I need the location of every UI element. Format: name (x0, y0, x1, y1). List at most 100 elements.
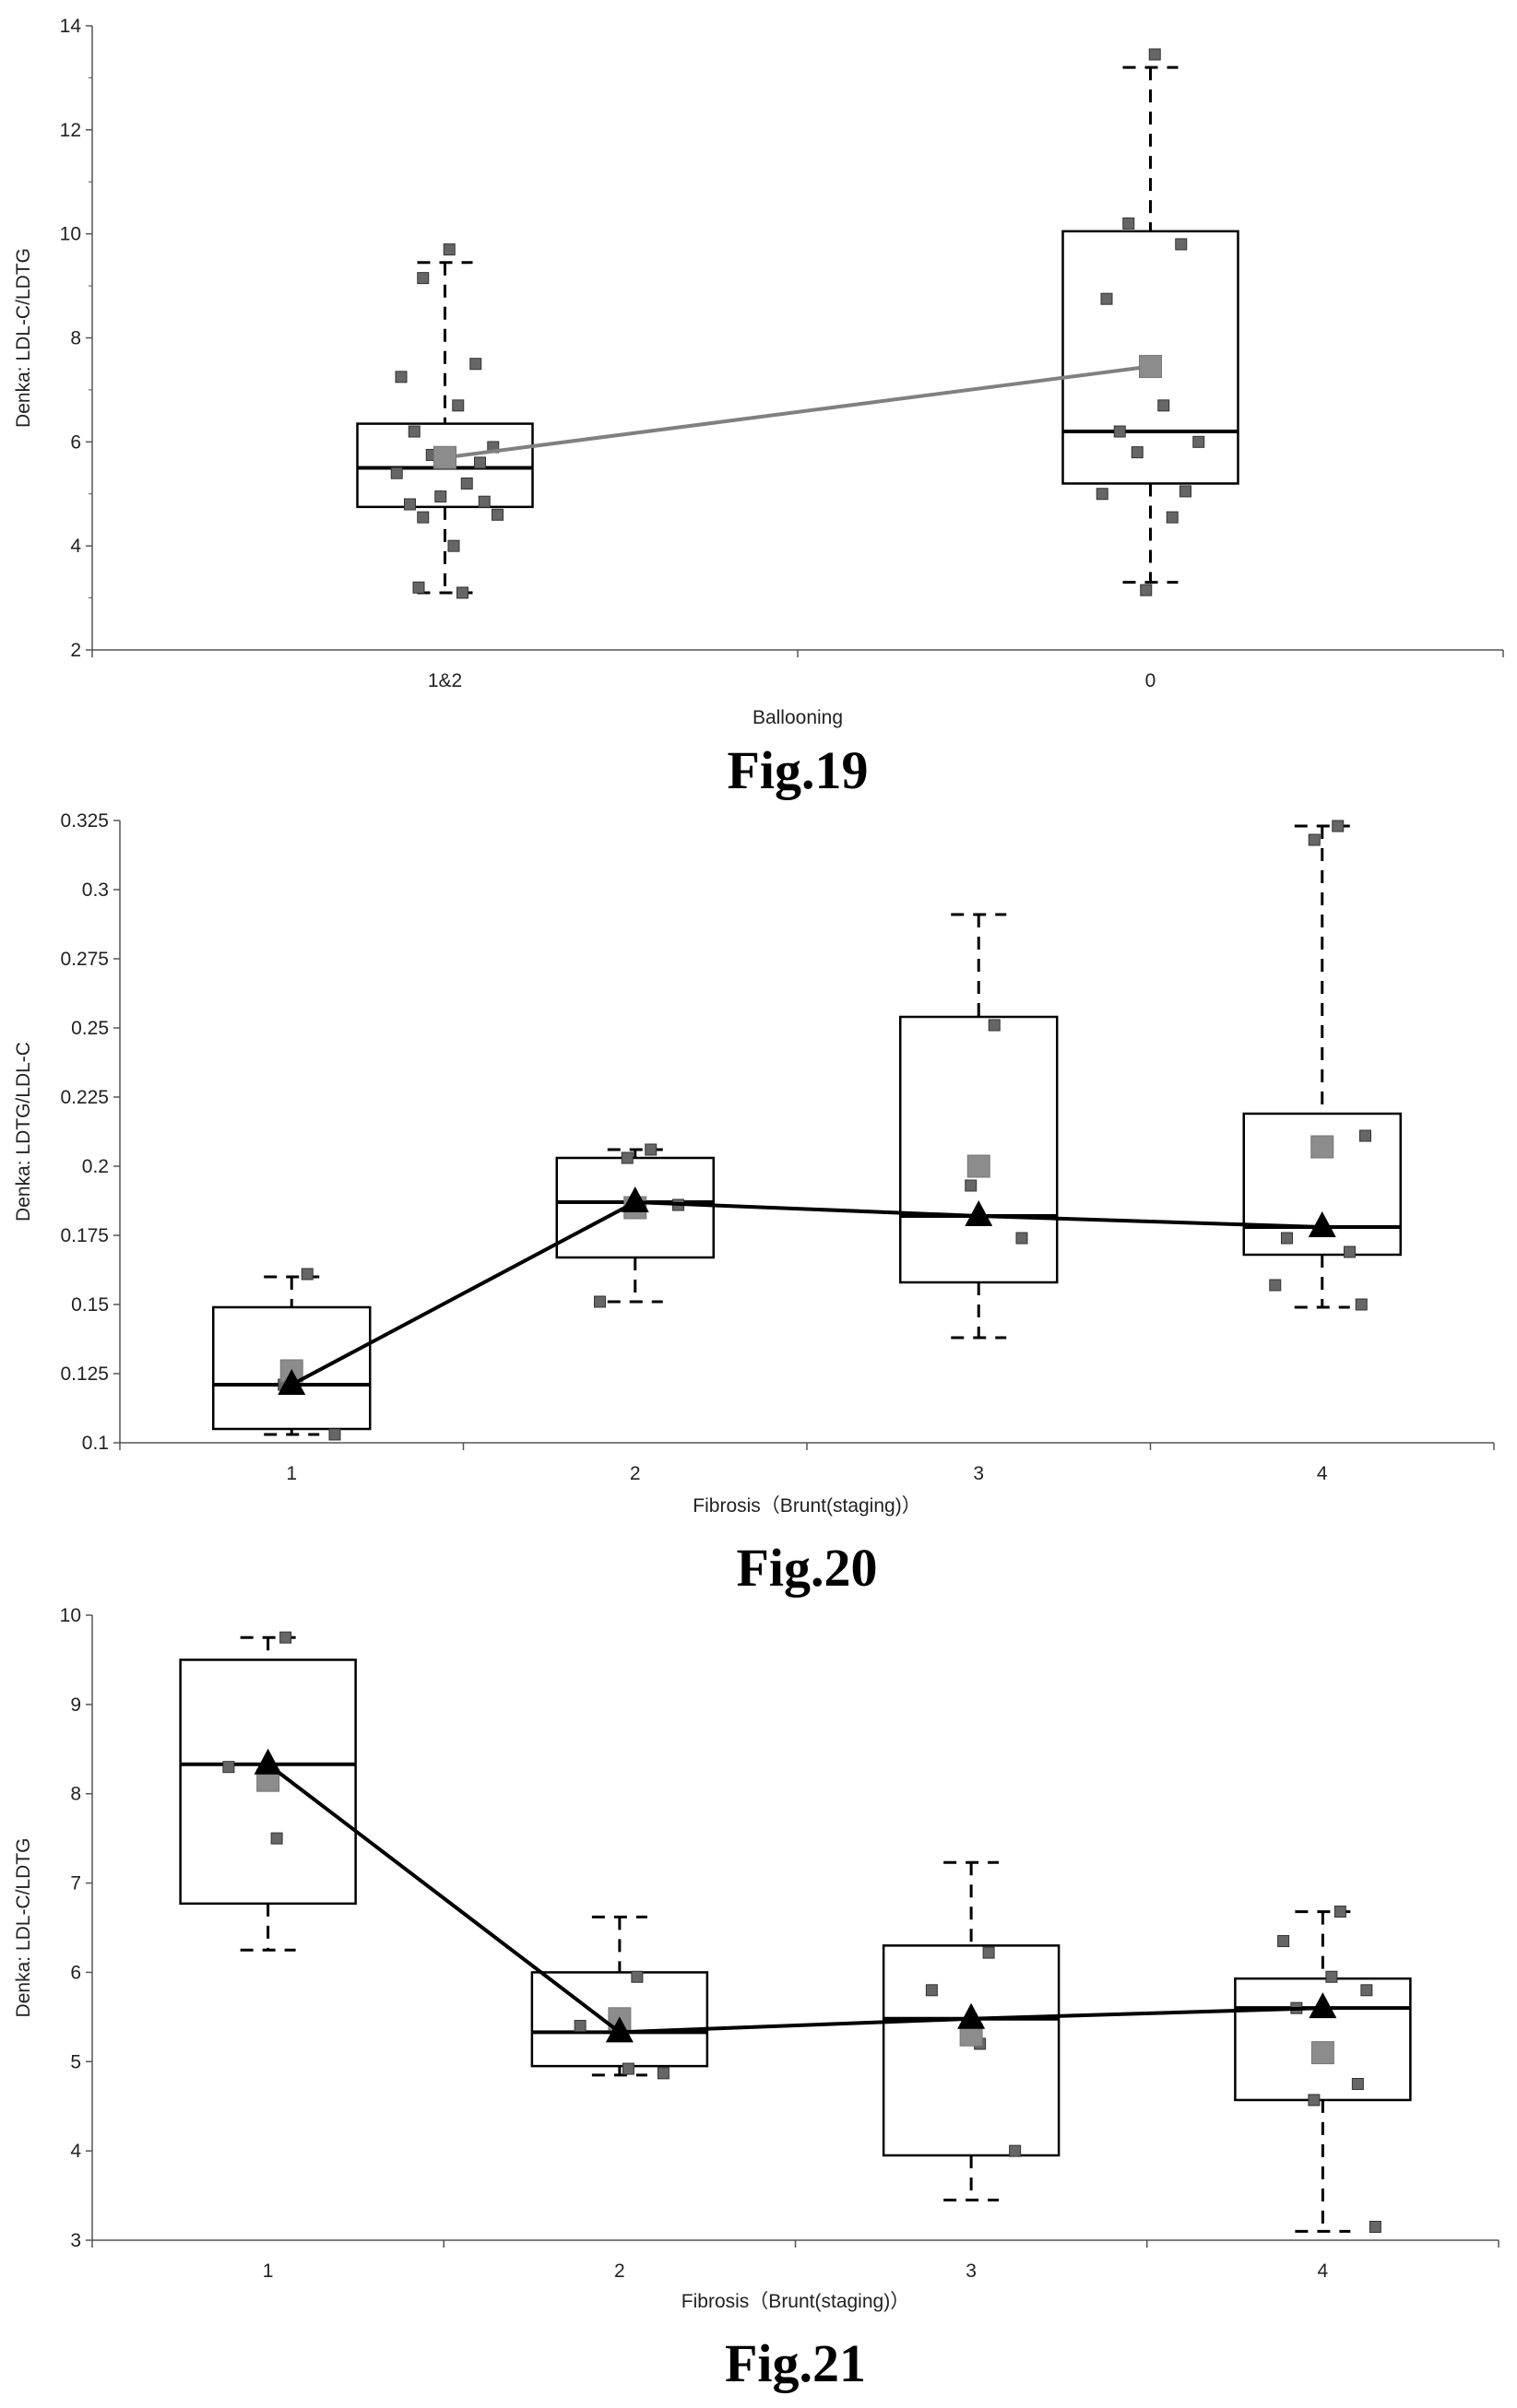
data-point (328, 1428, 341, 1441)
y-tick-label: 8 (70, 1784, 81, 1805)
data-point (982, 1946, 995, 1959)
mean-marker (1139, 355, 1162, 379)
x-tick-label: 0 (1145, 670, 1156, 691)
y-axis-title: Denka: LDL-C/LDTG (13, 1838, 34, 2018)
median-trend-line (267, 1763, 1323, 2035)
x-tick-label: 4 (1318, 2260, 1329, 2282)
data-point (1308, 833, 1321, 846)
y-tick-label: 0.275 (60, 949, 109, 970)
data-point (1140, 584, 1153, 596)
y-tick-label: 12 (60, 120, 81, 141)
box-iqr (555, 1156, 715, 1259)
data-point (645, 1143, 658, 1156)
data-point (1332, 820, 1345, 832)
data-point (1009, 2144, 1022, 2157)
box-iqr (882, 1944, 1061, 2157)
data-point (456, 586, 468, 599)
chart-21: 3 4 5 6 7 8 9 10 1 2 3 4 Fibrosis（Brunt(staging)） Den… (13, 1605, 1499, 2393)
y-tick-label: 10 (60, 224, 81, 245)
box-iqr (530, 1971, 709, 2068)
box-iqr (1061, 230, 1239, 485)
data-point (1269, 1279, 1282, 1292)
data-point (1113, 425, 1126, 438)
data-point (1325, 1970, 1338, 1983)
box-iqr (1242, 1112, 1402, 1257)
y-tick-label: 0.175 (60, 1225, 109, 1246)
y-tick-label: 0.1 (82, 1433, 109, 1454)
data-point (1015, 1232, 1028, 1245)
y-tick-label: 6 (70, 431, 81, 453)
median-triangle-marker (957, 2002, 986, 2029)
box-2 (1061, 65, 1239, 584)
data-point (222, 1761, 235, 1774)
data-point (1122, 217, 1135, 230)
box-2 (530, 1915, 709, 2077)
data-point (657, 2067, 670, 2080)
mean-marker (1310, 2041, 1334, 2065)
y-tick-label: 0.25 (71, 1018, 109, 1039)
x-tick-label: 3 (973, 1463, 984, 1484)
data-point (469, 358, 482, 371)
data-point (270, 1832, 283, 1845)
y-axis-title: Denka: LDL-C/LDTG (13, 248, 34, 428)
y-tick-label: 5 (70, 2051, 81, 2072)
data-point (301, 1268, 314, 1281)
median-triangle-marker (605, 2016, 634, 2043)
y-axis-title: Denka: LDTG/LDL-C (13, 1042, 34, 1222)
y-tick-label: 0.15 (71, 1294, 109, 1316)
data-point (434, 490, 447, 503)
box-2 (555, 1148, 715, 1304)
y-tick-label: 7 (70, 1873, 81, 1895)
data-point (474, 456, 486, 469)
data-point (390, 466, 403, 479)
data-point (408, 425, 421, 438)
y-tick-label: 0.3 (82, 879, 109, 901)
median-triangle-marker (965, 1200, 993, 1226)
data-point (460, 477, 473, 490)
x-axis-title: Ballooning (753, 707, 843, 728)
y-tick-label: 4 (70, 536, 81, 557)
data-point (965, 1179, 978, 1192)
box-1 (179, 1635, 357, 1952)
y-tick-label: 9 (70, 1694, 81, 1716)
data-point (1100, 292, 1113, 305)
data-point (594, 1295, 606, 1308)
median-triangle-marker (1309, 1992, 1337, 2019)
data-point (1359, 1129, 1371, 1142)
y-tick-label: 14 (60, 16, 82, 37)
median-triangle-marker (1308, 1211, 1336, 1237)
y-tick-label: 0.2 (82, 1156, 109, 1177)
data-point (478, 495, 491, 508)
data-point (1192, 435, 1205, 448)
data-point (1355, 1298, 1368, 1311)
data-point (925, 1984, 938, 1997)
data-point (1333, 1906, 1346, 1918)
data-point (1179, 485, 1191, 498)
data-point (492, 508, 504, 521)
data-point (1277, 1935, 1290, 1948)
y-tick-label: 3 (70, 2230, 81, 2251)
y-tick-label: 0.325 (60, 810, 109, 832)
chart-20: 0.1 0.125 0.15 0.175 0.2 0.225 0.25 0.275 0.3 0.3… (13, 810, 1495, 1598)
data-point (1369, 2220, 1381, 2233)
data-point (452, 399, 465, 412)
median-triangle-marker (254, 1748, 282, 1775)
data-point (395, 371, 408, 384)
data-point (1148, 48, 1161, 61)
data-point (1131, 446, 1144, 459)
data-point (1308, 2094, 1321, 2107)
data-point (412, 581, 425, 594)
x-tick-label: 1&2 (428, 670, 462, 691)
y-tick-label: 2 (70, 640, 81, 661)
data-point (988, 1019, 1001, 1032)
data-point (417, 272, 430, 285)
data-point (631, 1970, 644, 1983)
data-point (1166, 511, 1179, 524)
data-point (443, 243, 456, 256)
y-tick-label: 0.225 (60, 1087, 109, 1108)
median-triangle-marker (621, 1186, 649, 1212)
mean-trend-line (444, 364, 1151, 460)
x-tick-label: 3 (966, 2260, 977, 2282)
data-point (279, 1631, 292, 1644)
